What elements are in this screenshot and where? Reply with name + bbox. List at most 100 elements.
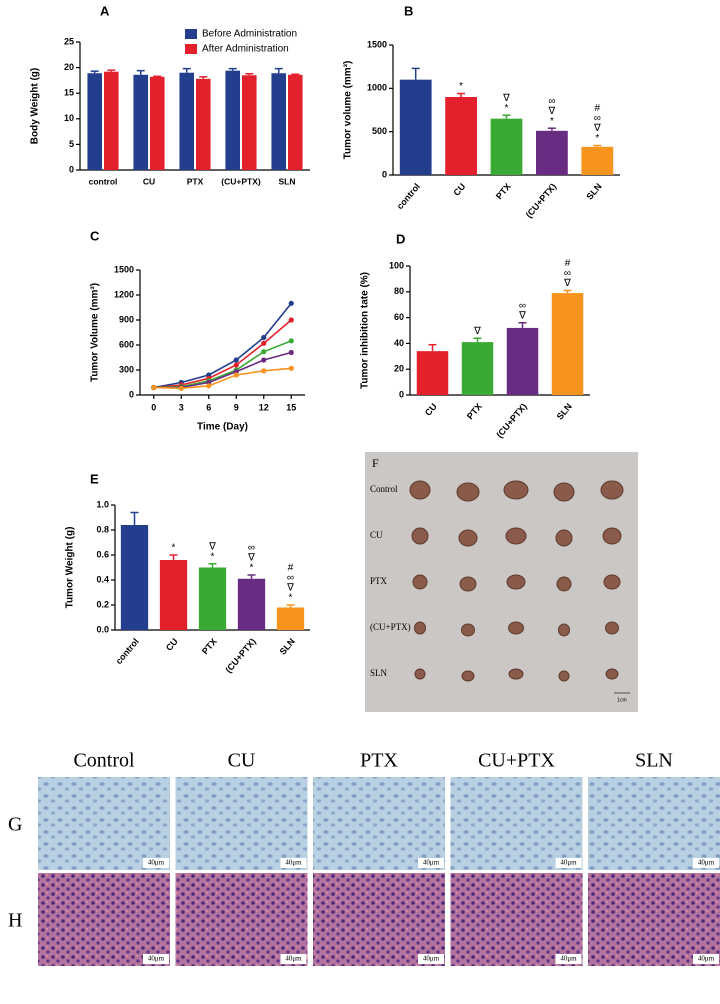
tumor	[555, 529, 573, 547]
micrograph	[38, 777, 170, 870]
line	[153, 367, 292, 390]
bar	[150, 76, 165, 170]
y-tick-label: 0.2	[96, 599, 109, 609]
scale-bar-box	[693, 858, 719, 868]
bar	[506, 327, 539, 395]
point	[261, 357, 267, 363]
x-tick-label: SLN	[555, 401, 574, 421]
y-tick-label: 500	[372, 126, 387, 136]
bar	[133, 74, 148, 170]
bar	[179, 72, 194, 170]
significance-mark: ∇	[208, 541, 216, 552]
scale-bar-box	[555, 858, 582, 868]
panel-label: E	[90, 471, 99, 486]
y-tick-label: 15	[64, 88, 74, 98]
scale-bar-box	[143, 858, 169, 868]
point	[233, 362, 239, 368]
micrograph	[38, 873, 170, 966]
y-tick-label: 1200	[114, 289, 134, 299]
point	[151, 384, 157, 391]
bar	[196, 78, 211, 170]
tumor	[411, 527, 429, 545]
x-tick-label: 3	[179, 402, 184, 412]
point	[288, 365, 294, 371]
legend-swatch	[185, 44, 197, 54]
line	[153, 302, 292, 389]
scale-bar-label: 40μm	[698, 955, 715, 963]
y-axis-label: Tumor inhibition tate (%)	[360, 272, 371, 389]
point	[261, 349, 267, 355]
tumor	[605, 621, 619, 635]
micrograph	[313, 873, 445, 966]
x-axis-label: Time (Day)	[197, 422, 248, 433]
y-tick-label: 80	[394, 286, 404, 296]
point	[261, 340, 267, 346]
significance-mark: *	[595, 133, 599, 144]
scale-bar-box	[693, 954, 719, 964]
point	[233, 372, 239, 378]
legend-label: After Administration	[202, 44, 289, 55]
significance-mark: *	[211, 551, 215, 562]
tumor	[605, 668, 619, 680]
bar	[581, 146, 614, 175]
legend-label: Before Administration	[202, 29, 297, 40]
significance-mark: ∇	[518, 310, 526, 321]
y-tick-label: 60	[394, 312, 404, 322]
scale-bar-box	[418, 954, 444, 964]
bar	[399, 79, 432, 175]
significance-mark: *	[459, 81, 463, 92]
tumor	[600, 480, 624, 500]
point	[178, 385, 184, 391]
tumor	[503, 480, 529, 500]
micrograph	[450, 873, 583, 966]
x-tick-label: 15	[286, 402, 296, 412]
column-heading: SLN	[635, 750, 673, 772]
significance-mark: *	[289, 593, 293, 604]
scale-bar-box	[280, 858, 307, 868]
column-heading: CU	[228, 750, 256, 772]
y-tick-label: 0.4	[96, 574, 109, 584]
scale-bar-label: 40μm	[698, 859, 715, 867]
photo-background	[365, 452, 638, 712]
significance-mark: ∞	[248, 543, 255, 554]
panel-label: B	[404, 3, 413, 18]
x-tick-label: CU	[451, 181, 467, 197]
tumor	[414, 668, 426, 680]
significance-mark: ∇	[502, 93, 510, 104]
row-label: CU	[370, 530, 383, 540]
micrograph	[450, 777, 583, 870]
y-tick-label: 1500	[367, 39, 387, 49]
y-tick-label: 0.0	[96, 624, 109, 634]
micrograph	[175, 873, 308, 966]
x-tick-label: control	[395, 181, 422, 211]
tumor	[602, 527, 622, 545]
point	[261, 334, 267, 341]
y-axis-label: Tumor Volume (mm³)	[90, 283, 101, 382]
micrograph	[313, 777, 445, 870]
bar	[242, 75, 257, 170]
significance-mark: ∇	[548, 106, 556, 117]
y-tick-label: 0.6	[96, 549, 109, 559]
significance-mark: *	[505, 103, 509, 114]
y-tick-label: 0	[69, 164, 74, 174]
panel-label: A	[100, 3, 110, 18]
tumor	[461, 623, 475, 637]
micrograph	[588, 873, 720, 966]
tumor	[458, 529, 478, 547]
point	[288, 317, 294, 323]
scale-bar-box	[280, 954, 307, 964]
y-axis-label: Tumor Weight (g)	[65, 527, 76, 609]
scale-bar-label: 40μm	[285, 955, 302, 963]
tumor	[461, 670, 475, 682]
scale-bar-label: 1cm	[617, 697, 626, 703]
bar	[120, 525, 149, 630]
x-tick-label: control	[89, 176, 118, 186]
point	[261, 368, 267, 374]
y-tick-label: 10	[64, 113, 74, 123]
y-tick-label: 900	[119, 314, 134, 324]
panel-label: C	[90, 228, 100, 243]
y-tick-label: 1.0	[96, 499, 109, 509]
significance-mark: #	[565, 258, 571, 269]
bar	[551, 293, 584, 395]
bar	[490, 118, 523, 175]
